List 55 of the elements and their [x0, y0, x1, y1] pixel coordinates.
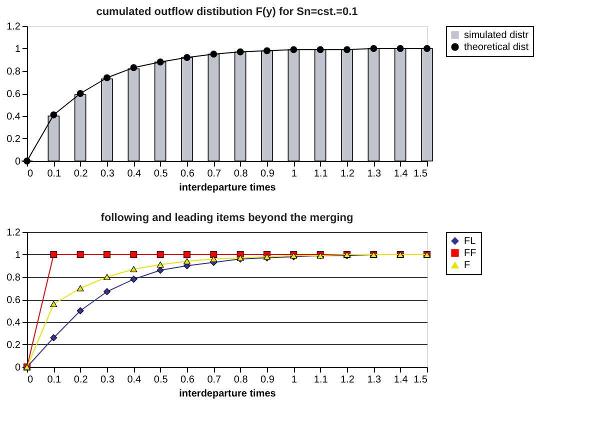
y-tick-label: 1: [14, 44, 21, 55]
y-tick-label: 0.6: [6, 89, 21, 100]
x-tick-label: 0.7: [207, 168, 222, 180]
x-tick-label: 1.1: [314, 168, 328, 180]
x-tick-label: 0.3: [100, 374, 115, 386]
x-tick-label: 1.3: [367, 168, 382, 180]
x-tick-label: 0: [28, 168, 34, 180]
chart-title: cumulated outflow distibution F(y) for Sn=cst.=0.1: [96, 6, 358, 18]
x-tick-label: 0.1: [47, 374, 62, 386]
y-tick-label: 0.4: [6, 318, 21, 328]
x-tick-label: 0.3: [100, 168, 115, 180]
y-tick-label: 0.4: [6, 112, 21, 122]
x-tick-label: 1.2: [340, 374, 355, 386]
x-tick-label: 0.9: [260, 168, 275, 180]
y-tick-label: 0.2: [6, 340, 21, 351]
y-tick-label: 1.2: [6, 22, 21, 32]
x-tick-label: 0.2: [74, 168, 88, 180]
legend-label: FF: [464, 248, 476, 259]
y-tick-label: 1: [14, 250, 21, 261]
x-tick-label: 0.7: [207, 374, 222, 386]
x-tick-label: 0.2: [74, 374, 88, 386]
x-tick-label: 1.3: [367, 374, 382, 386]
x-tick-label: 1.5: [414, 168, 428, 180]
x-tick-label: 1.2: [340, 168, 355, 180]
x-axis-title: interdeparture times: [179, 388, 276, 400]
legend-label: simulated distr: [464, 30, 530, 41]
legend-label: FL: [464, 236, 476, 247]
x-tick-label: 0.4: [127, 168, 142, 180]
y-tick-label: 0: [14, 362, 21, 374]
x-tick-label: 0: [28, 374, 34, 386]
x-tick-label: 1.4: [394, 374, 408, 386]
x-tick-label: 0.8: [234, 374, 248, 386]
chart-title: following and leading items beyond the merging: [100, 212, 354, 224]
x-tick-label: 0.6: [180, 374, 195, 386]
x-tick-label: 0.8: [234, 168, 248, 180]
y-tick-label: 0: [14, 156, 21, 168]
y-tick-label: 1.2: [6, 228, 21, 238]
y-tick-label: 0.8: [6, 66, 21, 78]
x-tick-label: 0.5: [154, 374, 168, 386]
x-tick-label: 0.1: [47, 168, 62, 180]
legend-label: theoretical dist: [464, 42, 529, 53]
legend-label: F: [464, 260, 470, 271]
x-tick-label: 1: [291, 168, 298, 180]
x-tick-label: 1: [291, 374, 298, 386]
x-tick-label: 1.1: [314, 374, 328, 386]
x-tick-label: 0.5: [154, 168, 168, 180]
x-tick-label: 0.4: [127, 374, 142, 386]
x-tick-label: 0.6: [180, 168, 195, 180]
x-tick-label: 0.9: [260, 374, 275, 386]
y-tick-label: 0.6: [6, 295, 21, 306]
x-tick-label: 1.5: [414, 374, 428, 386]
x-axis-title: interdeparture times: [179, 182, 276, 194]
y-tick-label: 0.2: [6, 134, 21, 145]
y-tick-label: 0.8: [6, 272, 21, 284]
x-tick-label: 1.4: [394, 168, 408, 180]
